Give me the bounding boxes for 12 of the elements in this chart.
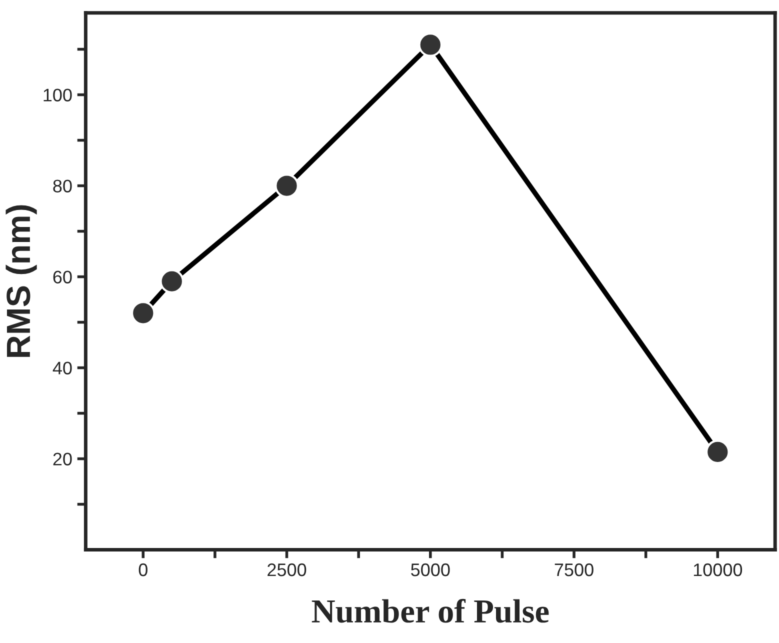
- x-tick-label: 5000: [411, 563, 450, 576]
- x-tick-label: 10000: [694, 563, 742, 576]
- x-tick-label: 7500: [554, 563, 594, 576]
- y-tick-label: 60: [53, 270, 72, 284]
- y-tick-label: 40: [52, 362, 72, 374]
- x-axis-title: Number of Pulse: [312, 598, 549, 623]
- y-tick-label: 100: [44, 88, 72, 102]
- y-axis-title: RMS (nm): [6, 205, 37, 357]
- x-tick-label: 0: [138, 563, 148, 576]
- y-tick-label: 20: [53, 452, 72, 466]
- y-tick-label: 80: [53, 180, 72, 192]
- x-tick-label: 2500: [268, 563, 306, 576]
